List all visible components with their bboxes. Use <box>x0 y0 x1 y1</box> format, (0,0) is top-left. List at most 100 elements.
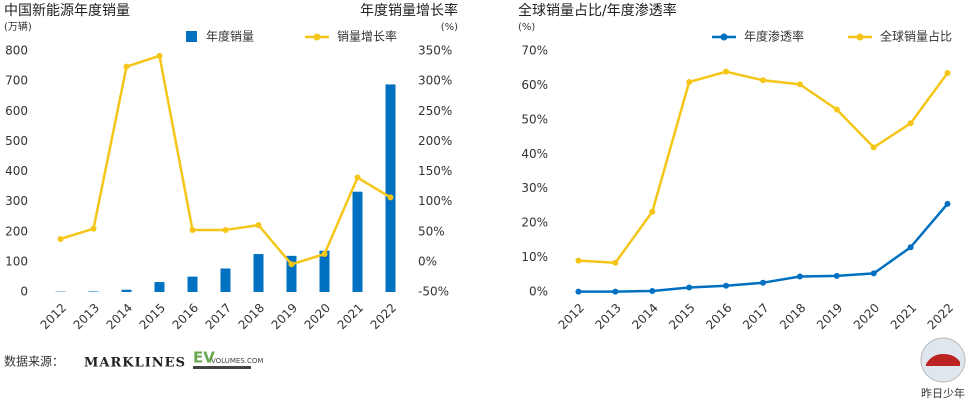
bar <box>385 84 396 292</box>
point <box>612 259 619 266</box>
watermark: 昨日少年 <box>921 386 965 400</box>
bar <box>187 276 198 292</box>
legend-swatch <box>186 31 197 42</box>
bar <box>121 289 132 292</box>
point <box>612 288 619 295</box>
y2-axis-label: (%) <box>441 22 458 33</box>
chart-title: 中国新能源年度销量 <box>4 3 130 19</box>
point <box>288 261 295 268</box>
y-axis-label: (%) <box>518 22 535 33</box>
y-tick-label: 0% <box>529 285 548 299</box>
y-tick-label: 700 <box>5 74 28 88</box>
y-tick-label: 10% <box>521 250 548 264</box>
point <box>255 222 262 229</box>
x-tick-label: 2019 <box>814 301 845 332</box>
bar <box>253 254 264 292</box>
y2-tick-label: 0% <box>418 254 437 268</box>
legend-marker <box>313 33 321 41</box>
logo: MARKLINES <box>84 356 186 371</box>
x-tick-label: 2017 <box>203 301 234 332</box>
y-tick-label: 500 <box>5 134 28 148</box>
x-tick-label: 2016 <box>170 301 201 332</box>
x-tick-label: 2021 <box>888 301 919 332</box>
logo-bar <box>193 366 251 369</box>
point <box>189 226 196 233</box>
point <box>686 78 693 85</box>
x-tick-label: 2012 <box>556 301 587 332</box>
x-tick-label: 2012 <box>38 301 69 332</box>
bar <box>154 282 165 292</box>
x-tick-label: 2021 <box>335 301 366 332</box>
y-tick-label: 60% <box>521 78 548 92</box>
point <box>90 225 97 232</box>
x-tick-label: 2022 <box>368 301 399 332</box>
line <box>578 70 949 264</box>
legend-label: 销量增长率 <box>337 29 397 44</box>
point <box>870 270 877 277</box>
x-tick-label: 2017 <box>740 301 771 332</box>
y-tick-label: 300 <box>5 194 28 208</box>
point <box>649 287 656 294</box>
point <box>321 251 328 258</box>
y-tick-label: 20% <box>521 216 548 230</box>
y-tick-label: 50% <box>521 112 548 126</box>
x-tick-label: 2014 <box>629 301 660 332</box>
legend-marker <box>856 33 864 41</box>
x-tick-label: 2020 <box>302 301 333 332</box>
x-tick-label: 2015 <box>137 301 168 332</box>
x-tick-label: 2018 <box>777 301 808 332</box>
y-axis-label: (万辆) <box>4 20 32 33</box>
point <box>723 68 730 75</box>
legend-marker <box>720 33 728 41</box>
x-tick-label: 2018 <box>236 301 267 332</box>
point <box>575 288 582 295</box>
y-tick-label: 30% <box>521 181 548 195</box>
y-tick-label: 400 <box>5 164 28 178</box>
x-tick-label: 2016 <box>703 301 734 332</box>
y2-tick-label: 100% <box>418 194 452 208</box>
point <box>123 63 130 70</box>
legend-label: 年度销量 <box>206 29 254 44</box>
point <box>833 272 840 279</box>
x-tick-label: 2022 <box>925 301 956 332</box>
x-tick-label: 2019 <box>269 301 300 332</box>
logo: EV <box>193 349 215 367</box>
avatar-car <box>926 354 960 366</box>
chart-title: 全球销量占比/年度渗透率 <box>518 2 677 19</box>
point <box>796 81 803 88</box>
logo: VOLUMES.COM <box>211 357 263 365</box>
y2-tick-label: 50% <box>418 224 445 238</box>
point <box>907 120 914 127</box>
point <box>57 235 64 242</box>
point <box>156 52 163 59</box>
point <box>870 144 877 151</box>
source-label: 数据来源： <box>4 354 64 369</box>
bar <box>88 291 99 292</box>
bar <box>352 191 363 292</box>
point <box>222 226 229 233</box>
bar <box>319 250 330 292</box>
y-tick-label: 0 <box>20 285 28 299</box>
y2-tick-label: 250% <box>418 104 452 118</box>
x-tick-label: 2013 <box>592 301 623 332</box>
y2-tick-label: 300% <box>418 74 452 88</box>
point <box>907 244 914 251</box>
x-tick-label: 2014 <box>104 301 135 332</box>
y2-tick-label: 150% <box>418 164 452 178</box>
y-tick-label: 40% <box>521 147 548 161</box>
point <box>649 208 656 215</box>
point <box>796 273 803 280</box>
y2-tick-label: 200% <box>418 134 452 148</box>
legend-label: 年度渗透率 <box>744 29 804 44</box>
y2-axis-title: 年度销量增长率 <box>360 2 458 19</box>
point <box>833 106 840 113</box>
y-tick-label: 100 <box>5 254 28 268</box>
line <box>578 203 949 293</box>
y-tick-label: 200 <box>5 224 28 238</box>
point <box>760 279 766 286</box>
line <box>60 54 392 266</box>
point <box>387 194 394 201</box>
x-tick-label: 2015 <box>666 301 697 332</box>
point <box>944 200 951 207</box>
